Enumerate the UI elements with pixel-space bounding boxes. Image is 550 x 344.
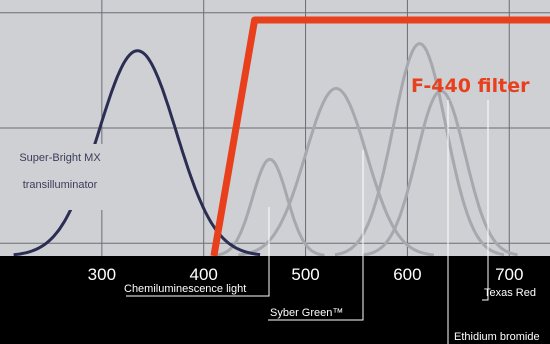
- x-tick-label-500: 500: [291, 265, 319, 284]
- x-tick-label-600: 600: [393, 265, 421, 284]
- chemi-label: Chemiluminescence light: [124, 283, 246, 295]
- x-tick-label-400: 400: [190, 265, 218, 284]
- source-label-line2: transilluminator: [23, 179, 98, 191]
- filter-label: F-440 filter: [411, 75, 530, 97]
- etbr-label: Ethidium bromide: [454, 331, 540, 343]
- x-tick-labels: 300 400 500 600 700: [88, 265, 524, 284]
- x-tick-label-300: 300: [88, 265, 116, 284]
- x-tick-label-700: 700: [495, 265, 523, 284]
- source-label-line1: Super-Bright MX: [19, 152, 101, 164]
- texas-label: Texas Red: [484, 287, 536, 299]
- sybr-label: Syber Green™: [270, 307, 343, 319]
